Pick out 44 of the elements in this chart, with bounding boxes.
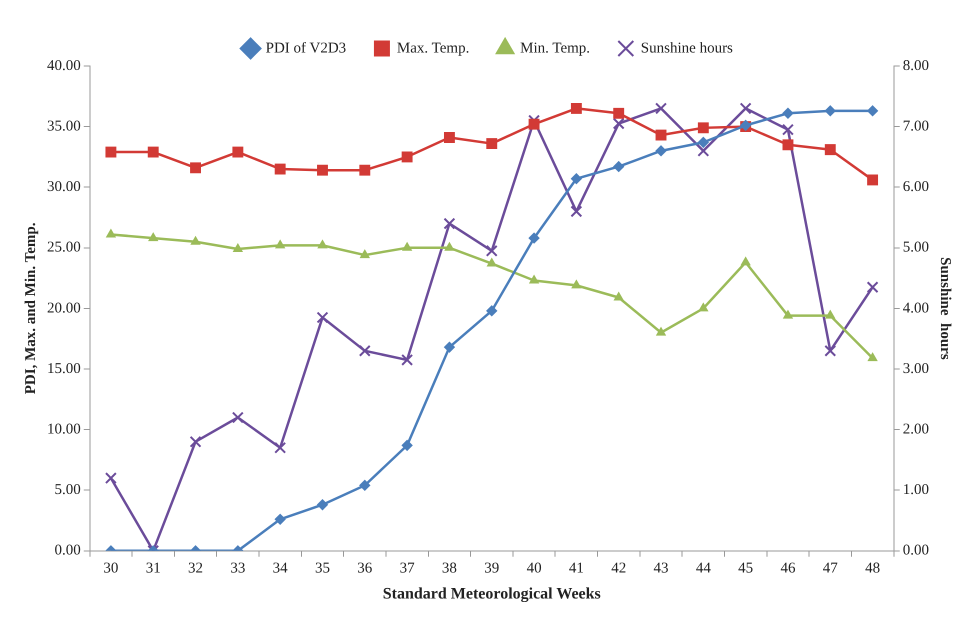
y-tick-label: 10.00 [47,422,81,438]
x-tick-label: 45 [738,560,754,577]
y2-tick-label: 4.00 [902,300,929,316]
x-tick-label: 41 [568,560,584,577]
x-tick-label: 43 [654,560,669,577]
x-tick-label: 32 [188,560,204,577]
x-tick-label: 31 [146,560,161,577]
y2-tick-label: 6.00 [902,179,929,196]
x-tick-label: 42 [611,560,626,577]
x-tick-label: 36 [357,560,373,577]
y-tick-label: 20.00 [47,300,81,316]
y2-tick-label: 8.00 [902,58,929,74]
x-tick-label: 44 [696,560,712,577]
x-tick-label: 37 [400,560,416,577]
y-tick-label: 15.00 [47,360,81,377]
x-tick-label: 34 [272,560,288,577]
legend-label: Max. Temp. [396,40,470,56]
x-tick-label: 40 [526,560,542,577]
x-axis-title: Standard Meteorological Weeks [382,586,601,603]
y2-tick-label: 1.00 [902,482,929,498]
y-tick-label: 0.00 [54,542,81,559]
y2-tick-label: 7.00 [902,118,929,135]
y2-tick-label: 5.00 [902,240,929,256]
y2-tick-label: 3.00 [902,360,929,377]
y-tick-label: 5.00 [54,482,81,498]
y-tick-label: 40.00 [47,58,81,74]
x-tick-label: 33 [230,560,246,577]
legend-label: Sunshine hours [640,40,734,56]
y-axis-title: PDI, Max. and Min. Temp. [22,222,39,394]
x-tick-label: 35 [314,560,330,577]
x-tick-label: 46 [780,560,796,577]
y2-tick-label: 2.00 [902,422,929,438]
y-tick-label: 35.00 [47,118,81,135]
y2-tick-label: 0.00 [902,542,929,559]
x-tick-label: 30 [103,560,118,577]
x-tick-label: 39 [484,560,500,577]
y2-axis-title: Sunshine hours [937,257,954,360]
y-tick-label: 25.00 [47,240,81,256]
y-tick-label: 30.00 [47,179,81,196]
x-tick-label: 48 [865,560,880,577]
legend-label: PDI of V2D3 [266,40,346,56]
x-tick-label: 47 [822,560,838,577]
x-tick-label: 38 [442,560,457,577]
legend-label: Min. Temp. [520,40,590,56]
